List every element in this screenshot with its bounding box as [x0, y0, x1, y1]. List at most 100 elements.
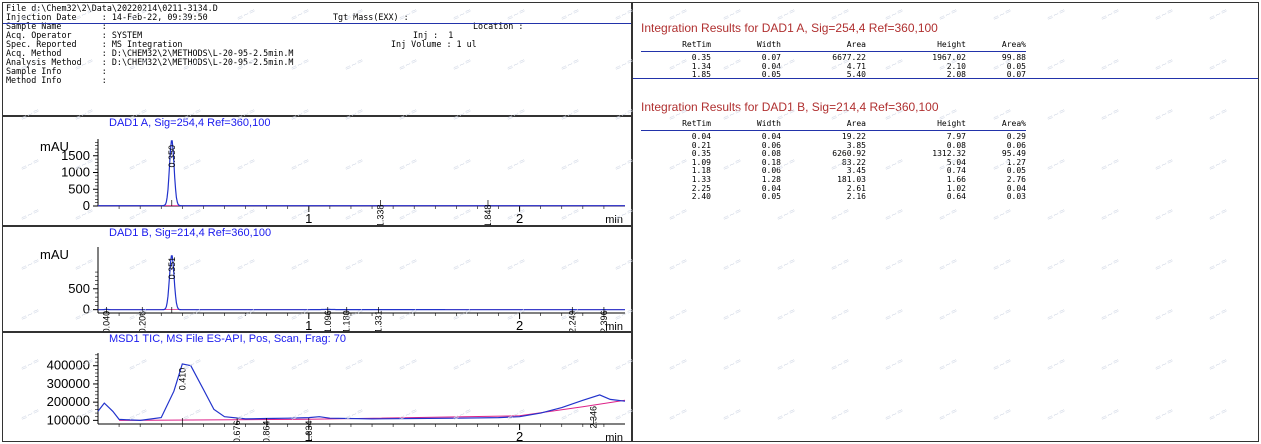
y-tick-label: 500: [68, 281, 90, 296]
table-cell: 0.05: [761, 70, 781, 80]
table-cell: 0.03: [1006, 192, 1026, 202]
y-tick-label: 0: [83, 198, 90, 213]
table-cell: 0.06: [761, 166, 781, 176]
peak-label: 0.864: [262, 421, 272, 441]
column-header: Area: [846, 40, 866, 49]
header-line: Spec. Reported : MS Integration: [6, 39, 183, 49]
peak-label: 1.096: [323, 310, 333, 331]
peak-label: 1.180: [342, 310, 352, 331]
table-cell: 1312.32: [932, 149, 966, 159]
peak-label: 1.848: [483, 205, 493, 225]
table-cell: 2.16: [846, 192, 866, 202]
table-cell: 5.40: [846, 70, 866, 80]
table-cell: 1.28: [761, 175, 781, 184]
header-line: Injection Date : 14-Feb-22, 09:39:50: [6, 12, 208, 22]
signal-trace: [97, 363, 626, 422]
table-cell: 0.04: [1006, 183, 1026, 193]
peak-label: 2.249: [567, 310, 577, 331]
header-line: File d:\Chem32\2\Data\20220214\0211-3134…: [6, 3, 218, 13]
peak-label: 0.206: [137, 311, 147, 331]
table-cell: 0.07: [1006, 70, 1026, 80]
header-line: Acq. Operator : SYSTEM: [6, 30, 143, 40]
column-header: RetTim: [682, 119, 711, 128]
table-cell: 0.35: [691, 149, 711, 159]
x-tick-label: 1: [305, 211, 312, 225]
header-line: Analysis Method : D:\CHEM32\2\METHODS\L-…: [6, 57, 294, 67]
baseline-line: [119, 399, 626, 421]
table-cell: 181.03: [837, 175, 866, 184]
header-rule: [3, 23, 631, 24]
column-header: Width: [756, 119, 781, 128]
x-tick-label: 1: [305, 318, 312, 331]
table-cell: 1.09: [691, 157, 711, 167]
table-cell: 1.33: [691, 175, 711, 184]
peak-label: 0.351: [167, 257, 177, 280]
table-cell: 0.21: [691, 140, 711, 150]
x-tick-label: 2: [516, 318, 523, 331]
x-axis-label: min: [605, 214, 623, 225]
table-cell: 2.61: [846, 183, 866, 193]
tgt-mass-label: Tgt Mass(EXX) :: [333, 12, 409, 22]
peak-label: 0.040: [101, 311, 111, 331]
table-cell: 0.08: [946, 140, 966, 150]
x-axis-label: min: [605, 321, 623, 331]
inj-label: Inj : 1: [413, 30, 454, 40]
chart-msd1-frame: MSD1 TIC, MS File ES-API, Pos, Scan, Fra…: [2, 332, 632, 442]
integration-b-title: Integration Results for DAD1 B, Sig=214,…: [641, 100, 939, 114]
signal-trace: [98, 255, 625, 311]
y-axis-label: mAU: [40, 139, 69, 154]
y-tick-label: 100000: [47, 412, 90, 427]
chart-dad1a-frame: DAD1 A, Sig=254,4 Ref=360,100 1500 1000 50…: [2, 116, 632, 226]
table-cell: 6677.22: [832, 53, 866, 62]
y-tick-label: 1500: [61, 148, 90, 163]
peak-label: 0.676: [232, 421, 242, 441]
header-line: Method Info :: [6, 75, 107, 85]
integration-panel: Integration Results for DAD1 A, Sig=254,…: [632, 2, 1259, 442]
header-line: Sample Name :: [6, 21, 107, 31]
column-header: Height: [937, 40, 966, 49]
report-header: File d:\Chem32\2\Data\20220214\0211-3134…: [2, 2, 632, 116]
table-cell: 0.64: [946, 192, 966, 202]
table-cell: 0.05: [1006, 166, 1026, 176]
table-cell: 0.04: [761, 132, 781, 141]
table-cell: 0.05: [1006, 61, 1026, 71]
chart-dad1b-title: DAD1 B, Sig=214,4 Ref=360,100: [109, 227, 272, 239]
table-cell: 19.22: [841, 132, 866, 141]
table-cell: 1967.02: [932, 53, 966, 62]
column-header: Area%: [1001, 119, 1026, 128]
table-cell: 1.18: [691, 166, 711, 176]
table-cell: 1.27: [1006, 157, 1026, 167]
peak-label: 2.346: [588, 406, 598, 429]
signal-trace: [98, 140, 625, 207]
y-axis-label: mAU: [40, 247, 69, 262]
table-cell: 0.08: [761, 149, 781, 159]
x-tick-label: 1: [305, 429, 312, 441]
y-tick-label: 1000: [61, 165, 90, 180]
chart-dad1b: 500 0 mAU 1 2 min 0.040 0.206 0.351 1.096 1.180 1.3…: [40, 247, 625, 331]
peak-label: 0.410: [177, 368, 187, 391]
y-tick-label: 200000: [47, 394, 90, 409]
y-tick-label: 300000: [47, 376, 90, 391]
x-tick-label: 2: [516, 211, 523, 225]
table-cell: 6260.92: [832, 149, 866, 159]
x-tick-label: 2: [516, 429, 523, 441]
table-cell: 0.05: [761, 192, 781, 202]
integration-a-title: Integration Results for DAD1 A, Sig=254,…: [641, 21, 938, 35]
table-cell: 0.04: [761, 61, 781, 71]
peak-label: 1.338: [375, 205, 385, 225]
table-cell: 0.04: [691, 132, 711, 141]
table-cell: 0.07: [761, 53, 781, 62]
section-rule: [633, 78, 1258, 79]
table-cell: 1.66: [946, 175, 966, 184]
column-header: Height: [937, 119, 966, 128]
table-cell: 2.08: [946, 70, 966, 80]
table-cell: 0.18: [761, 157, 781, 167]
table-cell: 0.06: [1006, 140, 1026, 150]
peak-label: 1.034: [304, 421, 314, 441]
peak-label: 0.350: [167, 145, 177, 168]
table-cell: 1.85: [691, 70, 711, 80]
table-cell: 99.88: [1001, 53, 1026, 62]
table-cell: 95.49: [1001, 149, 1026, 159]
column-header: Area%: [1001, 40, 1026, 49]
table-cell: 4.71: [846, 61, 866, 71]
